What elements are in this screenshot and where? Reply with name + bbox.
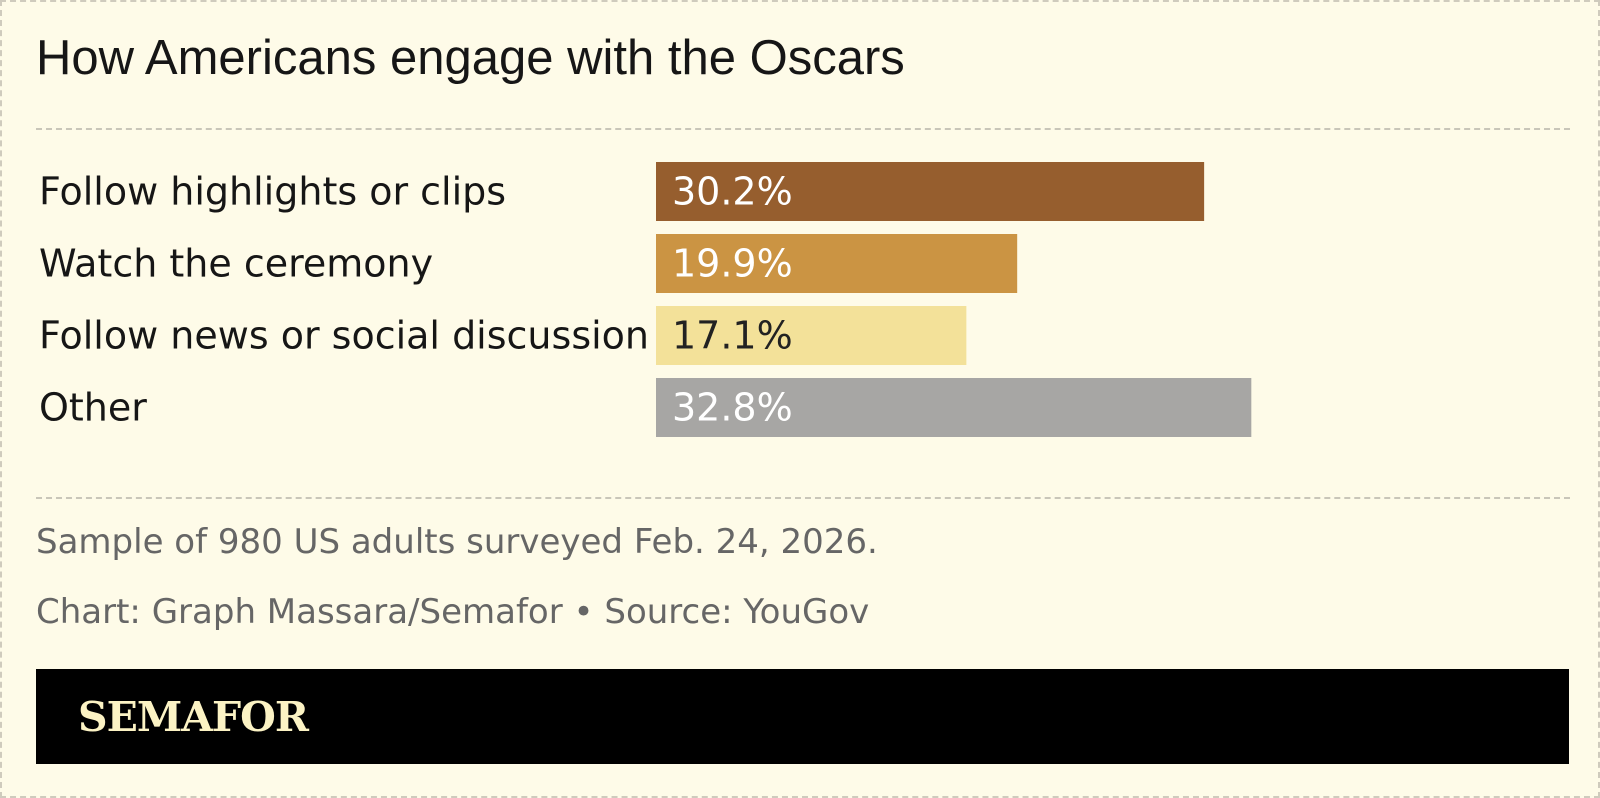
value-label: 17.1% [672,314,793,358]
semafor-logo: SEMAFOR [78,693,309,741]
bottom-divider [36,497,1570,499]
top-divider [36,128,1570,130]
bar-chart: Follow highlights or clips 30.2% Watch the… [39,162,1252,437]
bar-row: Follow highlights or clips 30.2% [39,162,1205,221]
sample-note: Sample of 980 US adults surveyed Feb. 24… [36,522,878,562]
bar [656,234,1018,293]
category-label: Watch the ceremony [39,242,433,286]
bar-row: Other 32.8% [39,378,1252,437]
source-credit: Chart: Graph Massara/Semafor • Source: Y… [36,592,870,632]
category-label: Other [39,386,147,430]
category-label: Follow highlights or clips [39,170,506,214]
value-label: 19.9% [672,242,793,286]
bar-row: Follow news or social discussion 17.1% [39,306,967,365]
value-label: 32.8% [672,386,793,430]
chart-title: How Americans engage with the Oscars [36,31,905,85]
bar-row: Watch the ceremony 19.9% [39,234,1018,293]
bar [656,378,1252,437]
bar [656,306,967,365]
bar [656,162,1205,221]
value-label: 30.2% [672,170,793,214]
brand-footer: SEMAFOR [36,669,1569,764]
category-label: Follow news or social discussion [39,314,649,358]
